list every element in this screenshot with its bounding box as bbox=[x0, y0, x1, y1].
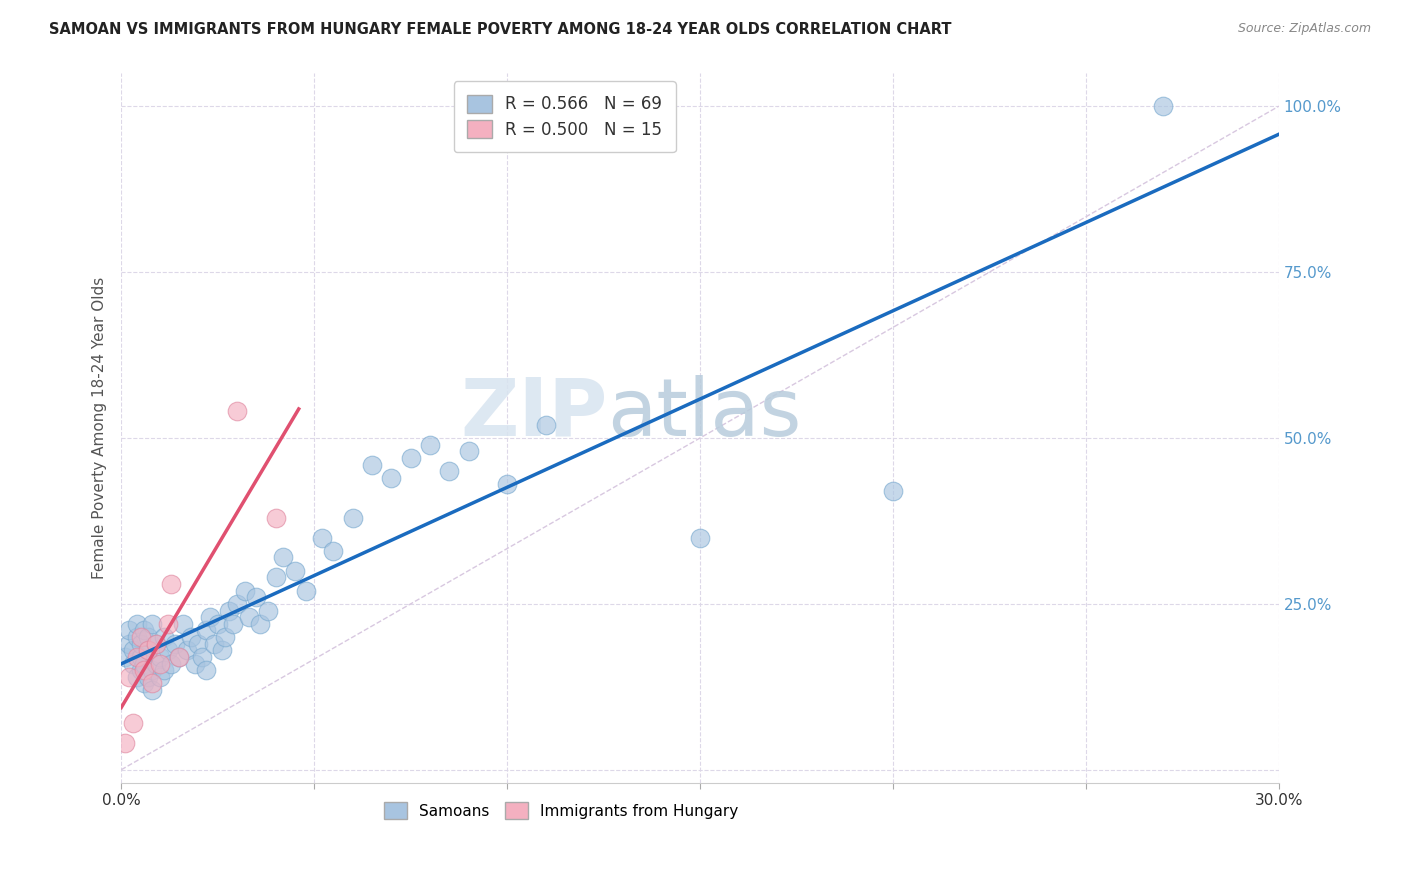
Point bbox=[1152, 99, 1174, 113]
Point bbox=[226, 404, 249, 418]
Point bbox=[136, 630, 159, 644]
Point bbox=[689, 531, 711, 545]
Point bbox=[264, 570, 287, 584]
Point bbox=[156, 643, 179, 657]
Point bbox=[218, 603, 240, 617]
Point bbox=[295, 583, 318, 598]
Point bbox=[238, 610, 260, 624]
Point bbox=[134, 657, 156, 671]
Legend: Samoans, Immigrants from Hungary: Samoans, Immigrants from Hungary bbox=[378, 797, 744, 825]
Point bbox=[882, 484, 904, 499]
Point bbox=[129, 630, 152, 644]
Text: atlas: atlas bbox=[607, 375, 801, 453]
Point bbox=[496, 477, 519, 491]
Point bbox=[284, 564, 307, 578]
Point bbox=[264, 510, 287, 524]
Point bbox=[211, 643, 233, 657]
Point bbox=[160, 657, 183, 671]
Point bbox=[152, 663, 174, 677]
Point bbox=[114, 649, 136, 664]
Point bbox=[222, 616, 245, 631]
Point bbox=[311, 531, 333, 545]
Point bbox=[134, 676, 156, 690]
Point bbox=[183, 657, 205, 671]
Point bbox=[322, 543, 344, 558]
Point bbox=[136, 643, 159, 657]
Point bbox=[121, 643, 143, 657]
Point bbox=[257, 603, 280, 617]
Point bbox=[214, 630, 236, 644]
Point bbox=[419, 437, 441, 451]
Point bbox=[141, 663, 163, 677]
Point bbox=[145, 657, 167, 671]
Point bbox=[191, 649, 214, 664]
Point bbox=[125, 630, 148, 644]
Point bbox=[129, 663, 152, 677]
Point bbox=[176, 643, 198, 657]
Point bbox=[160, 577, 183, 591]
Point bbox=[125, 616, 148, 631]
Point bbox=[167, 649, 190, 664]
Point bbox=[156, 616, 179, 631]
Point bbox=[118, 624, 141, 638]
Text: Source: ZipAtlas.com: Source: ZipAtlas.com bbox=[1237, 22, 1371, 36]
Point bbox=[121, 716, 143, 731]
Point bbox=[125, 670, 148, 684]
Point bbox=[141, 616, 163, 631]
Point bbox=[149, 657, 172, 671]
Y-axis label: Female Poverty Among 18-24 Year Olds: Female Poverty Among 18-24 Year Olds bbox=[93, 277, 107, 579]
Point bbox=[249, 616, 271, 631]
Point bbox=[534, 417, 557, 432]
Point bbox=[226, 597, 249, 611]
Point bbox=[342, 510, 364, 524]
Point bbox=[149, 670, 172, 684]
Point bbox=[195, 624, 218, 638]
Point bbox=[180, 630, 202, 644]
Point bbox=[114, 736, 136, 750]
Point bbox=[245, 591, 267, 605]
Point bbox=[233, 583, 256, 598]
Text: SAMOAN VS IMMIGRANTS FROM HUNGARY FEMALE POVERTY AMONG 18-24 YEAR OLDS CORRELATI: SAMOAN VS IMMIGRANTS FROM HUNGARY FEMALE… bbox=[49, 22, 952, 37]
Point bbox=[172, 616, 194, 631]
Point bbox=[145, 637, 167, 651]
Point bbox=[121, 657, 143, 671]
Point bbox=[152, 630, 174, 644]
Point bbox=[207, 616, 229, 631]
Point bbox=[195, 663, 218, 677]
Point bbox=[129, 649, 152, 664]
Point bbox=[129, 637, 152, 651]
Point bbox=[141, 683, 163, 698]
Point bbox=[136, 670, 159, 684]
Point bbox=[134, 624, 156, 638]
Point bbox=[118, 637, 141, 651]
Point bbox=[134, 663, 156, 677]
Point bbox=[145, 637, 167, 651]
Point bbox=[165, 637, 187, 651]
Point bbox=[380, 471, 402, 485]
Point bbox=[457, 444, 479, 458]
Point bbox=[118, 670, 141, 684]
Point bbox=[149, 649, 172, 664]
Point bbox=[136, 643, 159, 657]
Text: ZIP: ZIP bbox=[460, 375, 607, 453]
Point bbox=[187, 637, 209, 651]
Point bbox=[141, 676, 163, 690]
Point bbox=[361, 458, 384, 472]
Point bbox=[198, 610, 221, 624]
Point bbox=[439, 464, 461, 478]
Point bbox=[125, 649, 148, 664]
Point bbox=[399, 450, 422, 465]
Point bbox=[271, 550, 294, 565]
Point bbox=[202, 637, 225, 651]
Point bbox=[167, 649, 190, 664]
